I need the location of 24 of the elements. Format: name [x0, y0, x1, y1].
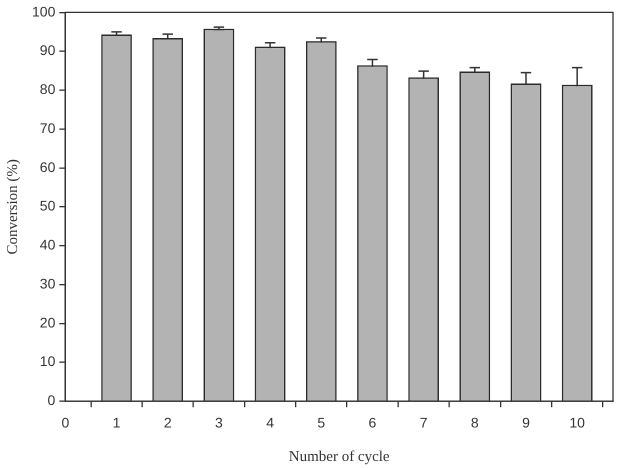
x-axis-title: Number of cycle [288, 448, 390, 465]
x-tick-label: 9 [522, 414, 530, 430]
y-tick-label: 70 [40, 120, 56, 136]
y-tick-label: 40 [40, 236, 56, 253]
y-tick-label: 90 [40, 42, 56, 58]
x-tick-label: 0 [61, 414, 70, 430]
x-tick-label: 2 [164, 414, 172, 430]
y-tick-label: 20 [40, 314, 56, 330]
y-axis-title: Conversion (%) [4, 159, 21, 255]
x-tick-label: 8 [470, 414, 479, 430]
y-tick-label: 10 [40, 353, 56, 370]
x-tick-label: 1 [112, 414, 121, 430]
y-tick-label: 80 [40, 81, 56, 98]
x-tick-label: 7 [420, 414, 428, 430]
x-tick-label: 3 [215, 414, 224, 430]
x-tick-label: 4 [266, 414, 274, 430]
y-tick-label: 100 [32, 3, 56, 20]
y-tick-label: 0 [48, 392, 56, 408]
x-tick-label: 5 [317, 414, 326, 430]
x-tick-label: 10 [569, 414, 586, 430]
y-tick-label: 50 [40, 198, 56, 214]
x-tick-label: 6 [368, 414, 377, 430]
y-tick-label: 30 [40, 275, 56, 292]
y-tick-label: 60 [40, 158, 56, 175]
